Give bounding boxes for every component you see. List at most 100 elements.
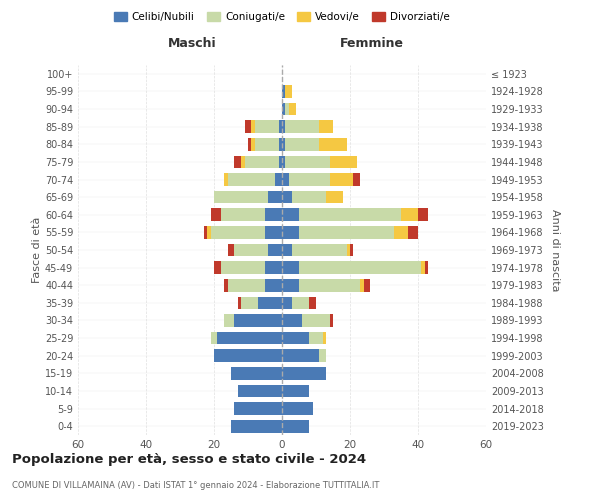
Bar	[329, 314, 333, 327]
Bar	[251, 120, 255, 133]
Y-axis label: Fasce di età: Fasce di età	[32, 217, 42, 283]
Bar	[360, 279, 364, 291]
Bar	[238, 296, 241, 309]
Bar	[238, 384, 282, 398]
Bar	[309, 296, 316, 309]
Text: Popolazione per età, sesso e stato civile - 2024: Popolazione per età, sesso e stato civil…	[12, 452, 366, 466]
Bar	[289, 173, 329, 186]
Bar	[286, 138, 319, 150]
Bar	[319, 138, 347, 150]
Bar	[394, 226, 408, 238]
Bar	[347, 244, 350, 256]
Bar	[268, 191, 282, 203]
Bar	[211, 208, 221, 221]
Bar	[401, 208, 418, 221]
Bar	[282, 350, 319, 362]
Bar	[364, 279, 370, 291]
Bar	[214, 191, 268, 203]
Bar	[258, 296, 282, 309]
Bar	[282, 314, 302, 327]
Bar	[227, 173, 275, 186]
Bar	[241, 156, 245, 168]
Bar	[275, 173, 282, 186]
Bar	[353, 173, 360, 186]
Bar	[235, 314, 282, 327]
Bar	[282, 208, 299, 221]
Bar	[207, 226, 211, 238]
Bar	[227, 279, 265, 291]
Bar	[282, 384, 309, 398]
Bar	[282, 296, 292, 309]
Bar	[211, 226, 265, 238]
Bar	[286, 156, 329, 168]
Bar	[248, 138, 251, 150]
Bar	[350, 244, 353, 256]
Y-axis label: Anni di nascita: Anni di nascita	[550, 209, 560, 291]
Bar	[299, 279, 360, 291]
Bar	[292, 296, 309, 309]
Bar	[224, 279, 227, 291]
Bar	[235, 402, 282, 415]
Bar	[319, 350, 326, 362]
Bar	[278, 156, 282, 168]
Bar	[286, 85, 292, 98]
Bar	[278, 120, 282, 133]
Bar	[282, 367, 326, 380]
Bar	[214, 350, 282, 362]
Bar	[282, 279, 299, 291]
Bar	[329, 173, 353, 186]
Bar	[235, 244, 268, 256]
Bar	[292, 191, 326, 203]
Bar	[282, 262, 299, 274]
Bar	[299, 226, 394, 238]
Text: Femmine: Femmine	[340, 37, 404, 50]
Bar	[241, 296, 258, 309]
Bar	[282, 156, 286, 168]
Bar	[282, 102, 286, 116]
Bar	[217, 332, 282, 344]
Bar	[224, 314, 235, 327]
Bar	[282, 138, 286, 150]
Bar	[309, 332, 323, 344]
Bar	[319, 120, 333, 133]
Bar	[282, 85, 286, 98]
Bar	[255, 138, 278, 150]
Bar	[211, 332, 217, 344]
Bar	[286, 120, 319, 133]
Bar	[265, 262, 282, 274]
Bar	[292, 244, 347, 256]
Bar	[282, 173, 289, 186]
Bar	[421, 262, 425, 274]
Bar	[268, 244, 282, 256]
Bar	[265, 279, 282, 291]
Bar	[302, 314, 329, 327]
Bar	[282, 226, 299, 238]
Bar	[231, 367, 282, 380]
Bar	[425, 262, 428, 274]
Bar	[231, 420, 282, 432]
Bar	[286, 102, 289, 116]
Bar	[265, 226, 282, 238]
Bar	[282, 191, 292, 203]
Bar	[235, 156, 241, 168]
Bar	[251, 138, 255, 150]
Bar	[282, 332, 309, 344]
Bar	[245, 120, 251, 133]
Bar	[326, 191, 343, 203]
Bar	[204, 226, 207, 238]
Bar	[282, 402, 313, 415]
Bar	[278, 138, 282, 150]
Bar	[221, 208, 265, 221]
Bar	[224, 173, 227, 186]
Text: Maschi: Maschi	[168, 37, 217, 50]
Bar	[265, 208, 282, 221]
Bar	[289, 102, 296, 116]
Text: COMUNE DI VILLAMAINA (AV) - Dati ISTAT 1° gennaio 2024 - Elaborazione TUTTITALIA: COMUNE DI VILLAMAINA (AV) - Dati ISTAT 1…	[12, 480, 379, 490]
Bar	[221, 262, 265, 274]
Bar	[418, 208, 428, 221]
Bar	[227, 244, 235, 256]
Bar	[282, 420, 309, 432]
Legend: Celibi/Nubili, Coniugati/e, Vedovi/e, Divorziati/e: Celibi/Nubili, Coniugati/e, Vedovi/e, Di…	[110, 8, 454, 26]
Bar	[408, 226, 418, 238]
Bar	[323, 332, 326, 344]
